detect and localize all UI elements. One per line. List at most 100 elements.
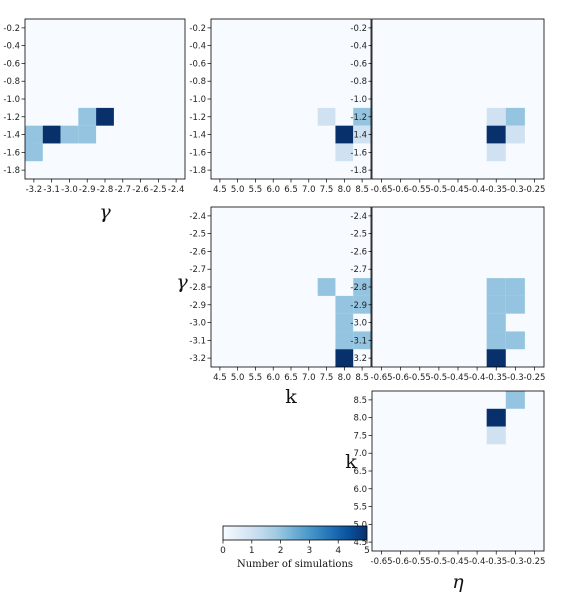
y-tick-label: 7.0	[353, 449, 367, 459]
y-tick-label: -2.6	[189, 247, 206, 257]
x-tick-label: 5.0	[231, 185, 245, 195]
y-tick-label: -3.2	[189, 354, 206, 364]
y-tick-label: -3.1	[350, 336, 367, 346]
x-tick-label: -3.0	[61, 185, 78, 195]
y-tick-label: -1.4	[3, 131, 20, 141]
x-tick-label: -0.65	[371, 185, 393, 195]
x-tick-label: 7.0	[302, 373, 316, 383]
y-tick-label: -0.6	[189, 59, 206, 69]
y-tick-label: -2.5	[350, 230, 367, 240]
x-tick-label: -2.4	[168, 185, 185, 195]
heatmap-cell	[486, 143, 506, 162]
y-tick-label: -2.9	[189, 301, 206, 311]
heatmap-cell	[505, 278, 525, 296]
x-tick-label: -2.6	[132, 185, 149, 195]
heatmap-cell	[486, 349, 506, 367]
y-tick-label: -0.8	[189, 77, 206, 87]
panel-background	[372, 391, 544, 551]
y-tick-label: 8.5	[353, 396, 367, 406]
colorbar-gradient	[222, 525, 368, 541]
y-tick-label: -2.8	[189, 283, 206, 293]
colorbar-tick-label: 3	[307, 546, 313, 556]
colorbar-tick-label: 2	[278, 546, 284, 556]
y-tick-label: -1.8	[350, 166, 367, 176]
heatmap-cell	[353, 295, 371, 314]
x-tick-label: -0.4	[469, 373, 486, 383]
heatmap-cell	[60, 125, 79, 144]
x-tick-label: -0.55	[409, 373, 431, 383]
y-tick-label: -0.2	[189, 24, 206, 34]
x-tick-label: 8.5	[355, 373, 369, 383]
colorbar: 0 1 2 3 4 5 Number of simulations	[220, 525, 370, 570]
y-tick-label: -2.4	[189, 212, 206, 222]
panel-background	[372, 19, 544, 179]
y-tick-label: -1.2	[189, 113, 206, 123]
y-tick-label: -0.4	[3, 42, 20, 52]
y-tick-label: -0.8	[350, 77, 367, 87]
heatmap-cell	[486, 313, 506, 332]
x-tick-label: -0.4	[469, 185, 486, 195]
y-tick-label: -1.8	[3, 166, 20, 176]
panel-eta-vs-gamma-unused: -3.2 -3.1 -3.0 -2.9 -2.8 -2.7 -2.6 -2.5 -2.4 -0.2…	[3, 18, 186, 223]
y-tick-label: 4.5	[353, 538, 367, 548]
y-tick-label: -2.7	[189, 265, 206, 275]
x-tick-label: -0.4	[469, 557, 486, 567]
x-tick-label: 8.5	[355, 185, 369, 195]
heatmap-cell	[505, 295, 525, 314]
heatmap-cell	[335, 313, 354, 332]
y-tick-label: -1.2	[3, 113, 20, 123]
panel-eta-gamma: -0.65 -0.6 -0.55 -0.5 -0.45 -0.4 -0.35 -0.3 -0.2…	[350, 206, 545, 383]
y-tick-label: -1.0	[189, 95, 206, 105]
y-tick-label: -2.6	[350, 247, 367, 257]
heatmap-cell	[486, 107, 506, 126]
y-tick-label: -0.2	[3, 24, 20, 34]
x-tick-label: -0.3	[507, 373, 524, 383]
y-tick-label: 5.5	[353, 503, 367, 513]
heatmap-cell	[78, 107, 97, 126]
heatmap-cell	[317, 107, 336, 126]
x-tick-label: -0.6	[392, 373, 409, 383]
y-tick-label: 5.0	[353, 520, 367, 530]
panel-background	[25, 19, 185, 179]
colorbar-label: Number of simulations	[237, 559, 353, 570]
heatmap-cell	[335, 125, 354, 144]
x-tick-label: 7.0	[302, 185, 316, 195]
colorbar-tick-label: 5	[364, 546, 370, 556]
colorbar-tick-label: 1	[249, 546, 255, 556]
y-tick-label: -2.4	[350, 212, 367, 222]
heatmap-cell	[505, 107, 525, 126]
heatmap-cell	[486, 295, 506, 314]
heatmap-cell	[353, 331, 371, 350]
x-tick-label: -2.8	[97, 185, 114, 195]
x-tick-label: -0.45	[447, 185, 469, 195]
x-tick-label: 4.5	[213, 185, 227, 195]
y-tick-label: -0.4	[189, 42, 206, 52]
y-tick-label: -1.8	[189, 166, 206, 176]
heatmap-cell	[335, 331, 354, 350]
y-tick-label: -3.2	[350, 354, 367, 364]
x-tick-label: -0.55	[409, 185, 431, 195]
y-tick-label: -3.1	[189, 336, 206, 346]
y-tick-label: -1.0	[3, 95, 20, 105]
heatmap-cell	[96, 107, 114, 126]
heatmap-cell	[335, 295, 354, 314]
heatmap-cell	[42, 125, 61, 144]
x-axis-label: k	[285, 386, 297, 408]
heatmap-cell	[486, 408, 506, 427]
y-tick-label: -2.5	[189, 230, 206, 240]
x-tick-label: -2.5	[150, 185, 167, 195]
y-tick-label: -1.6	[189, 148, 206, 158]
y-tick-label: -1.4	[189, 131, 206, 141]
x-tick-label: -0.25	[523, 373, 545, 383]
colorbar-tick-label: 4	[335, 546, 341, 556]
y-tick-label: -2.9	[350, 301, 367, 311]
x-tick-label: -0.35	[485, 373, 507, 383]
y-tick-label: -3.0	[189, 319, 206, 329]
panel-k-gamma: 4.5 5.0 5.5 6.0 6.5 7.0 7.5 8.0 8.5-2.4-2.5-2.6-…	[176, 206, 372, 408]
y-tick-label: 7.5	[353, 431, 367, 441]
panel-eta-top: -0.65 -0.6 -0.55 -0.5 -0.45 -0.4 -0.35 -0.3 -0.2…	[350, 18, 545, 195]
heatmap-cell	[505, 331, 525, 350]
heatmap-cell	[505, 391, 525, 409]
x-tick-label: -0.3	[507, 185, 524, 195]
x-tick-label: -0.65	[371, 557, 393, 567]
